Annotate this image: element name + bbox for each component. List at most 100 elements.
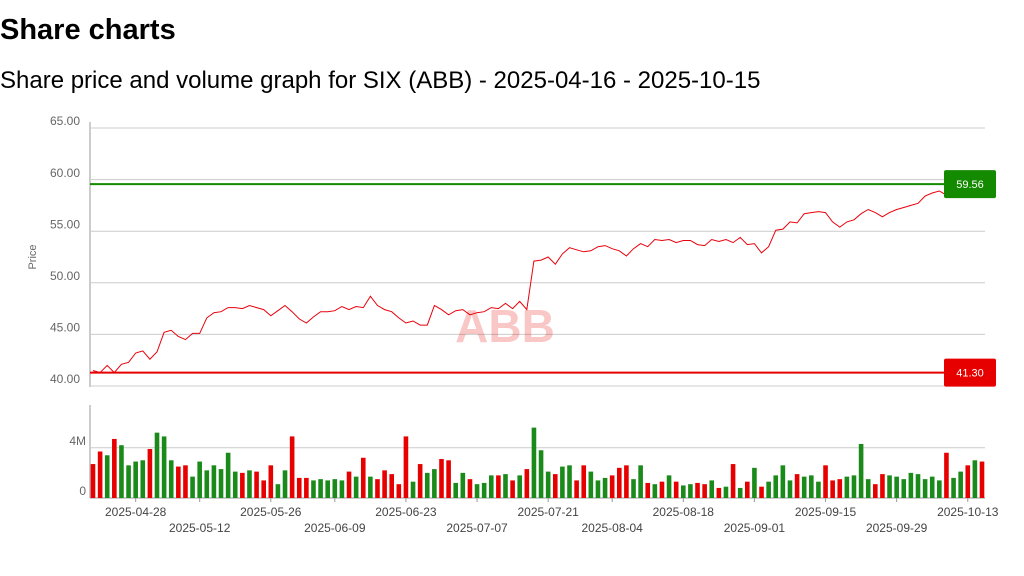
- volume-bar: [524, 469, 530, 498]
- reference-badge: [944, 170, 996, 199]
- volume-bar: [197, 461, 202, 498]
- volume-bar: [496, 475, 501, 498]
- volume-bar: [908, 472, 914, 498]
- volume-bar: [844, 476, 850, 498]
- volume-bar: [773, 475, 779, 498]
- x-tick-label: 2025-06-23: [375, 505, 437, 519]
- price-line: [92, 183, 983, 374]
- volume-bar: [616, 467, 622, 498]
- volume-bar: [126, 465, 131, 498]
- y-tick-label: 45.00: [50, 321, 80, 335]
- y-tick-label: 4M: [69, 434, 86, 448]
- volume-bar: [723, 486, 729, 498]
- volume-bar: [282, 470, 288, 498]
- volume-bar: [915, 474, 921, 498]
- volume-bar: [410, 481, 416, 498]
- x-tick-label: 2025-09-01: [724, 521, 786, 535]
- volume-bar: [325, 480, 330, 498]
- volume-bar: [133, 461, 138, 498]
- volume-bar: [673, 481, 679, 498]
- volume-bar: [730, 464, 736, 498]
- volume-bar: [360, 457, 366, 498]
- volume-bar: [225, 452, 231, 498]
- volume-bar: [147, 448, 153, 498]
- volume-bar: [609, 475, 615, 498]
- volume-bar: [382, 470, 387, 498]
- volume-bar: [645, 482, 651, 498]
- volume-bar: [809, 475, 814, 498]
- x-tick-label: 2025-09-15: [795, 505, 857, 519]
- y-tick-label: 0: [79, 484, 86, 498]
- volume-bar: [745, 481, 750, 498]
- volume-bar: [595, 480, 601, 498]
- volume-bar: [190, 476, 195, 498]
- x-tick-label: 2025-10-13: [937, 505, 999, 519]
- volume-bar: [261, 480, 266, 498]
- volume-bar: [766, 481, 771, 498]
- volume-bar: [90, 464, 96, 498]
- volume-bar: [602, 477, 608, 498]
- volume-bar: [958, 471, 963, 498]
- volume-bar: [588, 471, 594, 498]
- volume-bar: [887, 475, 892, 498]
- volume-bar: [752, 467, 757, 498]
- volume-bar: [531, 427, 537, 498]
- volume-bar: [638, 465, 643, 498]
- volume-bar: [176, 466, 181, 498]
- volume-bar: [560, 466, 565, 498]
- volume-bar: [503, 474, 508, 498]
- volume-bar: [858, 443, 864, 498]
- page-subtitle: Share price and volume graph for SIX (AB…: [0, 67, 761, 94]
- volume-bar: [254, 471, 259, 498]
- volume-bar: [247, 470, 252, 498]
- volume-bar: [652, 484, 658, 498]
- y-tick-label: 65.00: [50, 114, 80, 128]
- volume-bar: [467, 479, 473, 498]
- volume-bar: [332, 479, 338, 498]
- volume-bar: [389, 474, 395, 498]
- volume-bar: [140, 460, 146, 498]
- volume-bar: [901, 479, 907, 498]
- volume-bar: [944, 452, 949, 498]
- reference-label: 59.56: [956, 179, 984, 191]
- volume-bar: [631, 479, 636, 498]
- volume-bar: [311, 480, 316, 498]
- volume-bar: [816, 481, 821, 498]
- y-tick-label: 40.00: [50, 372, 80, 386]
- volume-bar: [851, 475, 857, 498]
- volume-bar: [183, 465, 188, 498]
- watermark: ABB: [455, 300, 555, 352]
- volume-bar: [894, 476, 899, 498]
- volume-bar: [510, 480, 515, 498]
- volume-bar: [339, 480, 345, 498]
- volume-bar: [680, 485, 686, 498]
- volume-bar: [104, 455, 110, 498]
- reference-badge: [944, 358, 996, 387]
- volume-bar: [318, 479, 323, 498]
- volume-bar: [375, 479, 380, 498]
- volume-bar: [873, 484, 878, 498]
- volume-bar: [929, 476, 935, 498]
- volume-bar: [154, 432, 160, 498]
- volume-bar: [538, 450, 544, 498]
- volume-bar: [488, 475, 494, 498]
- volume-bar: [794, 474, 800, 498]
- volume-bar: [688, 484, 693, 498]
- volume-bar: [453, 482, 459, 498]
- volume-bar: [296, 477, 302, 498]
- volume-bar: [581, 465, 587, 498]
- volume-bar: [481, 482, 487, 498]
- x-tick-label: 2025-08-18: [653, 505, 715, 519]
- volume-bar: [97, 451, 103, 498]
- volume-bar: [830, 480, 835, 498]
- volume-bar: [346, 471, 352, 498]
- volume-bar: [368, 476, 373, 498]
- volume-bar: [979, 461, 985, 498]
- volume-bar: [865, 479, 871, 498]
- volume-bar: [474, 484, 480, 498]
- y-axis-label: Price: [27, 244, 39, 269]
- volume-bar: [161, 436, 167, 498]
- volume-bar: [659, 481, 665, 498]
- volume-bar: [460, 472, 466, 498]
